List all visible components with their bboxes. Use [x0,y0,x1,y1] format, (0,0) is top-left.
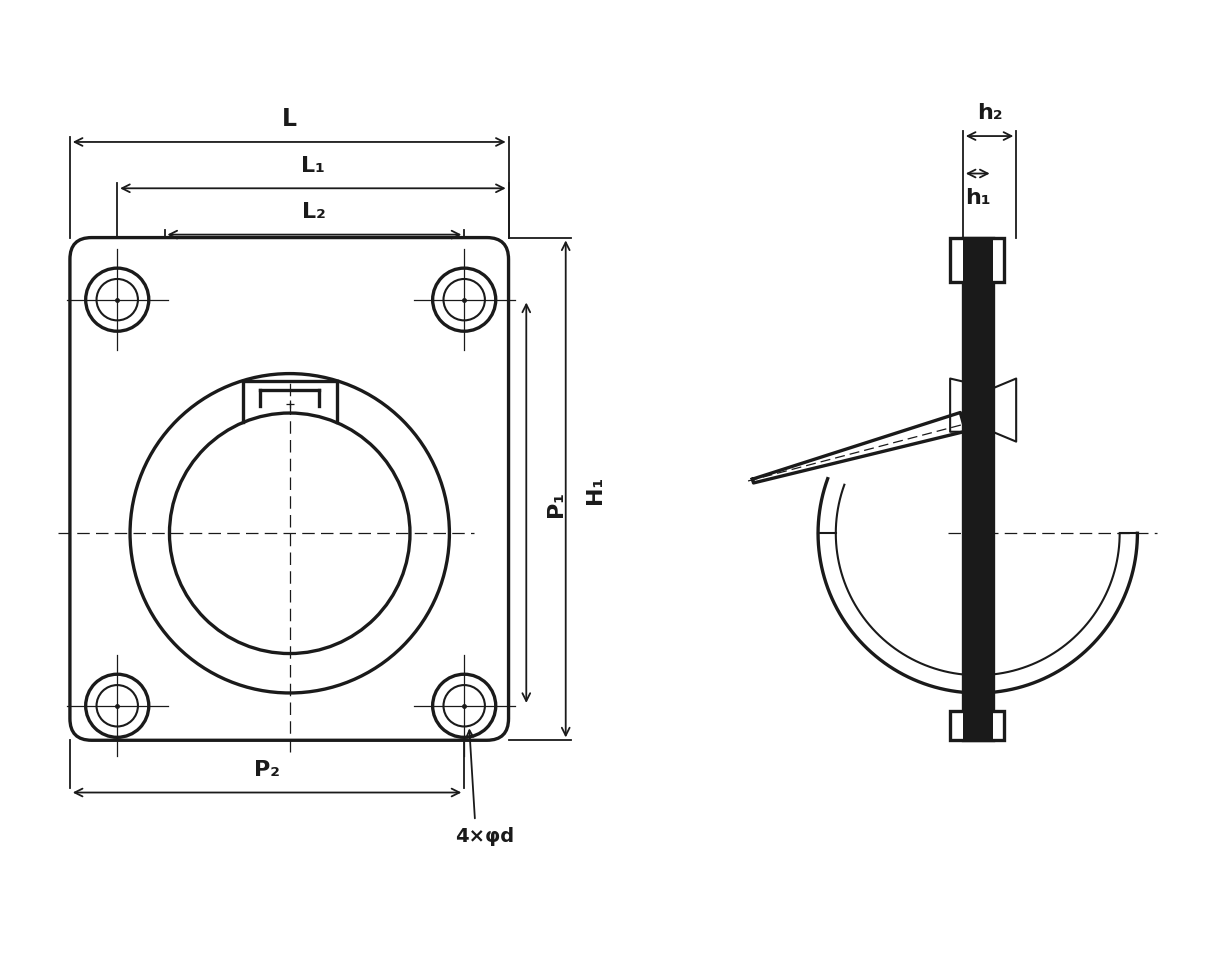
Text: L: L [282,108,296,131]
Text: L₂: L₂ [303,202,326,222]
Bar [950,238,1005,283]
Text: H₁: H₁ [585,476,605,504]
Text: 4×φd: 4×φd [455,827,514,846]
Text: P₂: P₂ [255,759,280,779]
Text: h₁: h₁ [964,188,990,208]
Text: h₂: h₂ [977,104,1002,123]
Bar [963,238,993,740]
Bar [950,711,1005,740]
Bar [963,238,993,740]
Text: L₁: L₁ [301,155,325,175]
Text: P₁: P₁ [546,490,566,516]
